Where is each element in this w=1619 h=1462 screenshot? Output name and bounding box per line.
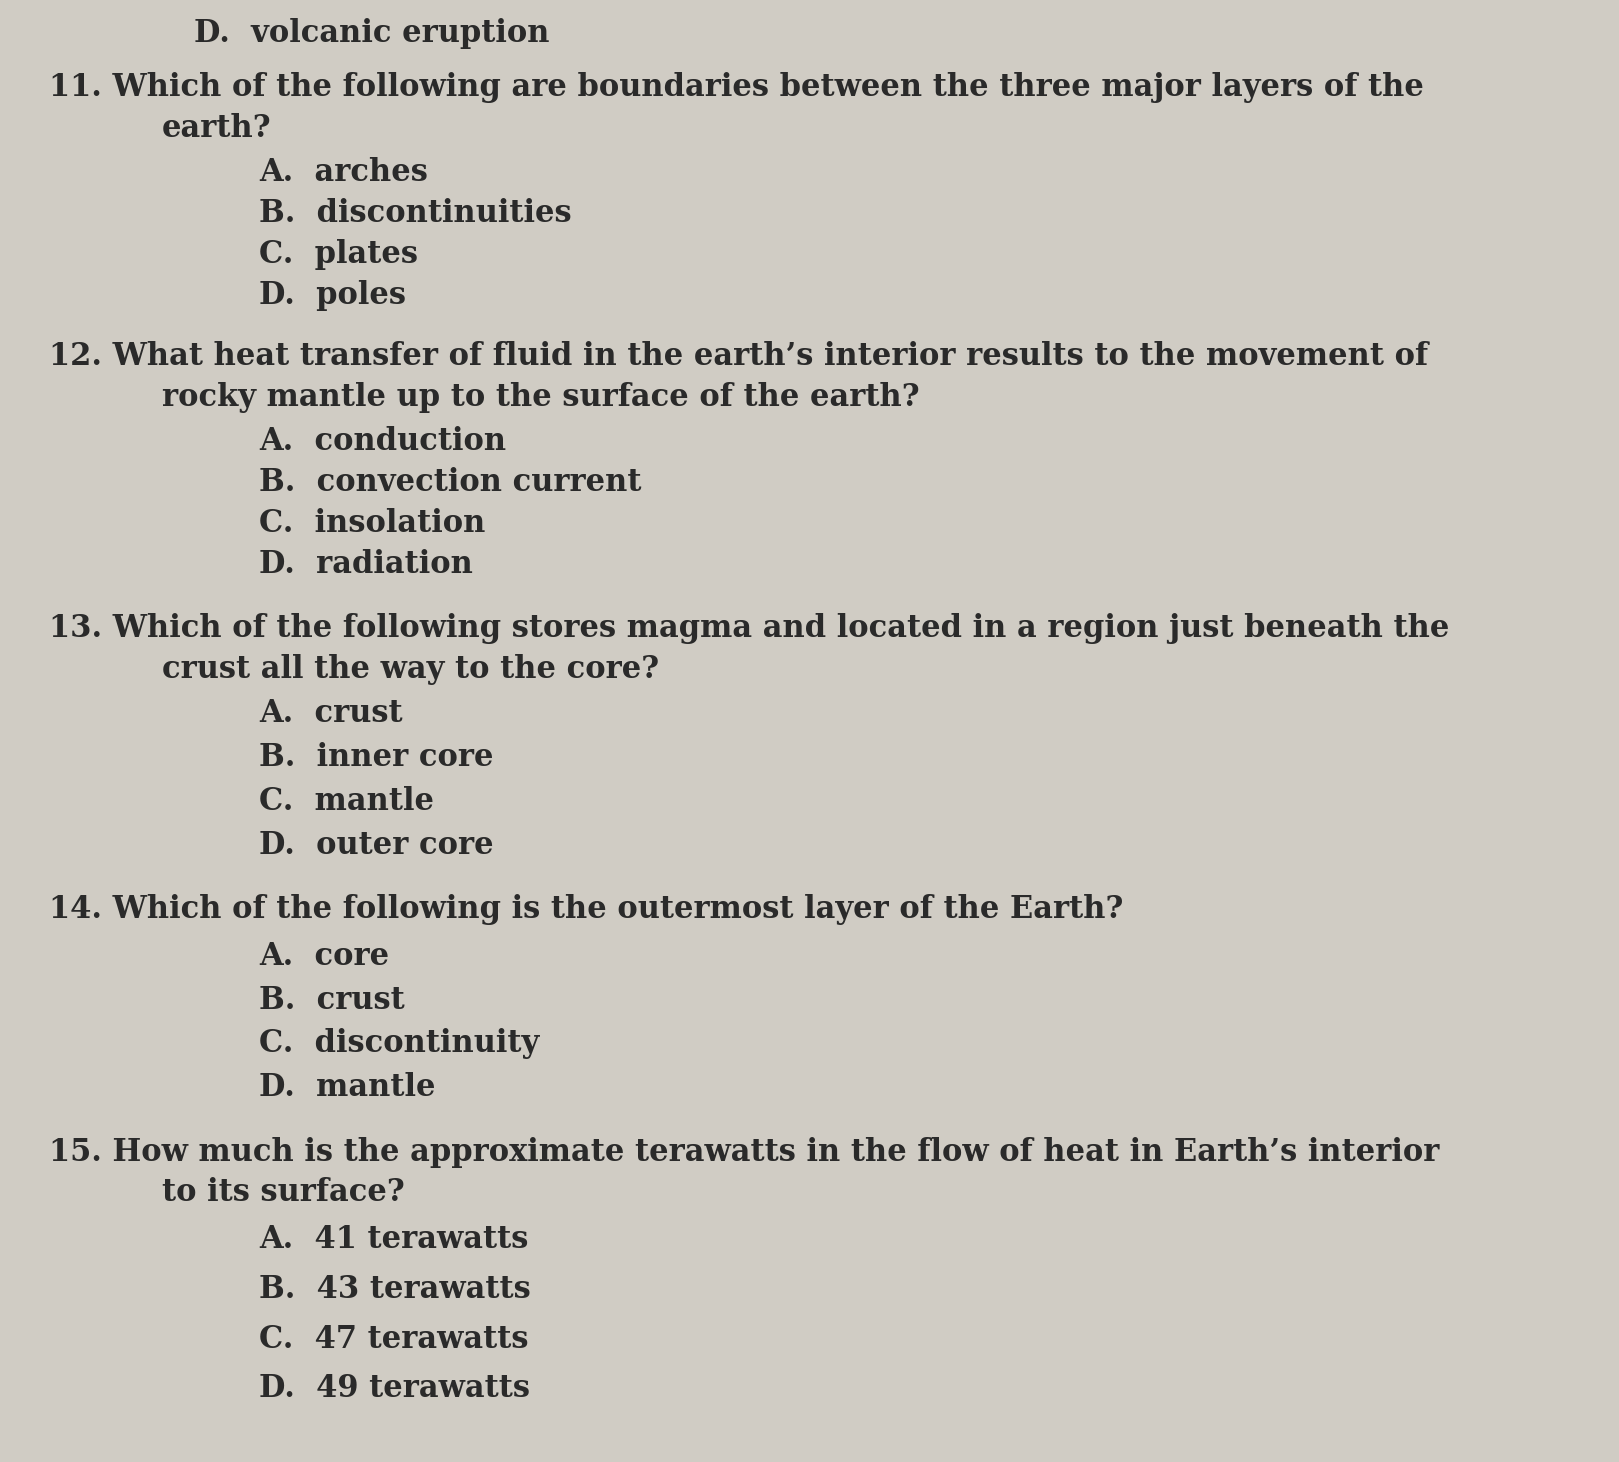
- Text: B.  crust: B. crust: [259, 984, 405, 1016]
- Text: 15. How much is the approximate terawatts in the flow of heat in Earth’s interio: 15. How much is the approximate terawatt…: [49, 1136, 1439, 1168]
- Text: B.  43 terawatts: B. 43 terawatts: [259, 1273, 531, 1306]
- Text: D.  mantle: D. mantle: [259, 1072, 436, 1104]
- Text: earth?: earth?: [162, 113, 272, 145]
- Text: A.  core: A. core: [259, 940, 389, 972]
- Text: D.  outer core: D. outer core: [259, 829, 494, 861]
- Text: B.  convection current: B. convection current: [259, 466, 641, 499]
- Text: 14. Which of the following is the outermost layer of the Earth?: 14. Which of the following is the outerm…: [49, 893, 1124, 925]
- Text: C.  47 terawatts: C. 47 terawatts: [259, 1323, 528, 1355]
- Text: D.  49 terawatts: D. 49 terawatts: [259, 1373, 529, 1405]
- Text: 12. What heat transfer of fluid in the earth’s interior results to the movement : 12. What heat transfer of fluid in the e…: [49, 341, 1428, 373]
- Text: to its surface?: to its surface?: [162, 1177, 405, 1209]
- Text: D.  volcanic eruption: D. volcanic eruption: [194, 18, 550, 50]
- Text: C.  mantle: C. mantle: [259, 785, 434, 817]
- Text: A.  41 terawatts: A. 41 terawatts: [259, 1224, 528, 1256]
- Text: 13. Which of the following stores magma and located in a region just beneath the: 13. Which of the following stores magma …: [49, 613, 1449, 645]
- Text: 11. Which of the following are boundaries between the three major layers of the: 11. Which of the following are boundarie…: [49, 72, 1423, 104]
- Text: D.  radiation: D. radiation: [259, 548, 473, 580]
- Text: C.  plates: C. plates: [259, 238, 418, 270]
- Text: A.  arches: A. arches: [259, 156, 427, 189]
- Text: D.  poles: D. poles: [259, 279, 406, 311]
- Text: crust all the way to the core?: crust all the way to the core?: [162, 654, 659, 686]
- Text: C.  insolation: C. insolation: [259, 507, 486, 539]
- Text: B.  discontinuities: B. discontinuities: [259, 197, 572, 230]
- Text: B.  inner core: B. inner core: [259, 741, 494, 773]
- Text: rocky mantle up to the surface of the earth?: rocky mantle up to the surface of the ea…: [162, 382, 920, 414]
- Text: A.  crust: A. crust: [259, 697, 403, 730]
- Text: C.  discontinuity: C. discontinuity: [259, 1028, 539, 1060]
- Text: A.  conduction: A. conduction: [259, 425, 507, 458]
